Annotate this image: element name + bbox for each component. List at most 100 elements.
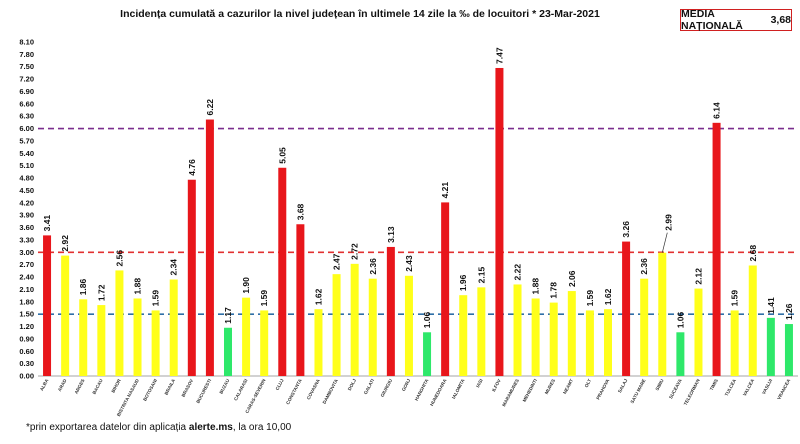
value-label: 2.72 [350, 243, 360, 260]
reference-lines [38, 127, 798, 315]
category-label: CLUJ [275, 378, 285, 391]
bar-hunedoara [441, 202, 450, 376]
value-label: 7.47 [494, 47, 504, 64]
category-label: CONSTANTA [285, 378, 303, 406]
y-tick-label: 4.50 [19, 186, 34, 195]
bar-caras-severin [260, 310, 269, 376]
bar-vaslui [766, 317, 775, 376]
value-label: 4.21 [440, 182, 450, 199]
category-label: BIHOR [110, 378, 122, 394]
label-leader-line [661, 232, 668, 253]
bar-suceava [676, 332, 685, 376]
bar-maramures [513, 284, 522, 376]
footnote-prefix: *prin exportarea datelor din aplicația [26, 422, 189, 433]
value-label: 1.96 [458, 274, 468, 291]
category-label: SALAJ [617, 378, 629, 394]
category-label: GALATI [363, 378, 375, 395]
bar-constanta [296, 224, 305, 376]
category-label: ALBA [39, 378, 50, 392]
category-label: HARGHITA [414, 378, 430, 402]
category-label: BRAILA [164, 378, 177, 396]
value-label: 6.14 [712, 102, 722, 119]
category-label: GIURGIU [380, 378, 394, 398]
value-label: 3.68 [295, 203, 305, 220]
y-tick-label: 0.90 [19, 334, 34, 343]
category-label: DOLJ [347, 378, 357, 392]
bar-timis [712, 122, 721, 376]
bar-ialomita [459, 295, 468, 376]
value-label: 6.22 [205, 99, 215, 116]
category-label: ARAD [57, 378, 68, 393]
value-label: 2.99 [663, 214, 673, 231]
footnote-suffix: , la ora 10,00 [232, 422, 292, 433]
value-label: 2.12 [693, 268, 703, 285]
bar-giurgiu [386, 246, 395, 376]
y-tick-label: 6.00 [19, 124, 34, 133]
footnote: *prin exportarea datelor din aplicația a… [26, 422, 291, 433]
value-label: 5.05 [277, 147, 287, 164]
bar-alba [43, 235, 52, 376]
y-tick-label: 4.80 [19, 174, 34, 183]
value-label: 1.06 [422, 311, 432, 328]
category-label: NEAMT [562, 378, 574, 395]
value-label: 1.62 [603, 288, 613, 305]
category-label: DAMBOVITA [322, 378, 340, 405]
bar-teleorman [694, 288, 703, 376]
bar-sibiu [658, 252, 667, 376]
y-tick-label: 6.60 [19, 99, 34, 108]
bar-calarasi [242, 297, 251, 376]
value-label: 1.59 [259, 290, 269, 307]
bar-dambovita [332, 274, 341, 376]
bar-mures [549, 302, 558, 376]
bar-gorj [404, 275, 413, 376]
category-label: SATU MARE [629, 378, 646, 404]
value-label: 1.59 [151, 290, 161, 307]
y-tick-label: 2.70 [19, 260, 34, 269]
y-tick-label: 3.30 [19, 235, 34, 244]
bar-botosani [151, 310, 160, 376]
bar-prahova [604, 309, 612, 376]
bars [43, 67, 793, 376]
category-label: VRANCEA [776, 378, 791, 401]
category-label: CALARASI [233, 378, 249, 401]
bar-bihor [115, 270, 124, 376]
category-label: BUZAU [218, 378, 230, 395]
footnote-bold: alerte.ms [188, 422, 233, 433]
y-tick-label: 5.10 [19, 161, 34, 170]
y-tick-label: 3.60 [19, 223, 34, 232]
bar-buzau [224, 327, 232, 376]
y-tick-label: 7.50 [19, 62, 34, 71]
value-label: 1.86 [78, 278, 88, 295]
value-label: 1.88 [133, 278, 143, 295]
category-label: OLT [584, 378, 593, 388]
category-label: GORJ [401, 378, 412, 392]
category-label: HUNEDOARA [429, 378, 448, 407]
value-label: 2.36 [639, 258, 649, 275]
category-label: CARAS-SEVERIN [244, 378, 267, 415]
bar-mehedinti [531, 298, 540, 376]
value-label: 1.41 [766, 297, 776, 314]
y-tick-label: 3.90 [19, 211, 34, 220]
y-tick-label: 3.00 [19, 248, 34, 257]
value-label: 2.43 [404, 255, 414, 272]
category-label: VALCEA [742, 378, 755, 397]
category-label: ILFOV [491, 377, 502, 392]
y-tick-label: 6.90 [19, 87, 34, 96]
bar-neamt [567, 291, 576, 376]
category-label: BRASOV [181, 377, 195, 398]
value-label: 1.62 [313, 288, 323, 305]
category-label: COVASNA [306, 378, 321, 401]
value-label: 1.72 [96, 284, 106, 301]
bar-tulcea [730, 310, 739, 376]
category-label: BACAU [92, 378, 105, 396]
category-label: PRAHOVA [595, 378, 610, 401]
category-label: TULCEA [724, 378, 737, 397]
bar-brasov [187, 179, 196, 376]
national-average-badge: MEDIA NAȚIONALĂ 3,68 [680, 8, 792, 32]
category-label: SIBIU [654, 378, 664, 392]
value-label: 4.76 [187, 159, 197, 176]
value-label: 2.56 [114, 250, 124, 267]
y-tick-label: 2.10 [19, 285, 34, 294]
